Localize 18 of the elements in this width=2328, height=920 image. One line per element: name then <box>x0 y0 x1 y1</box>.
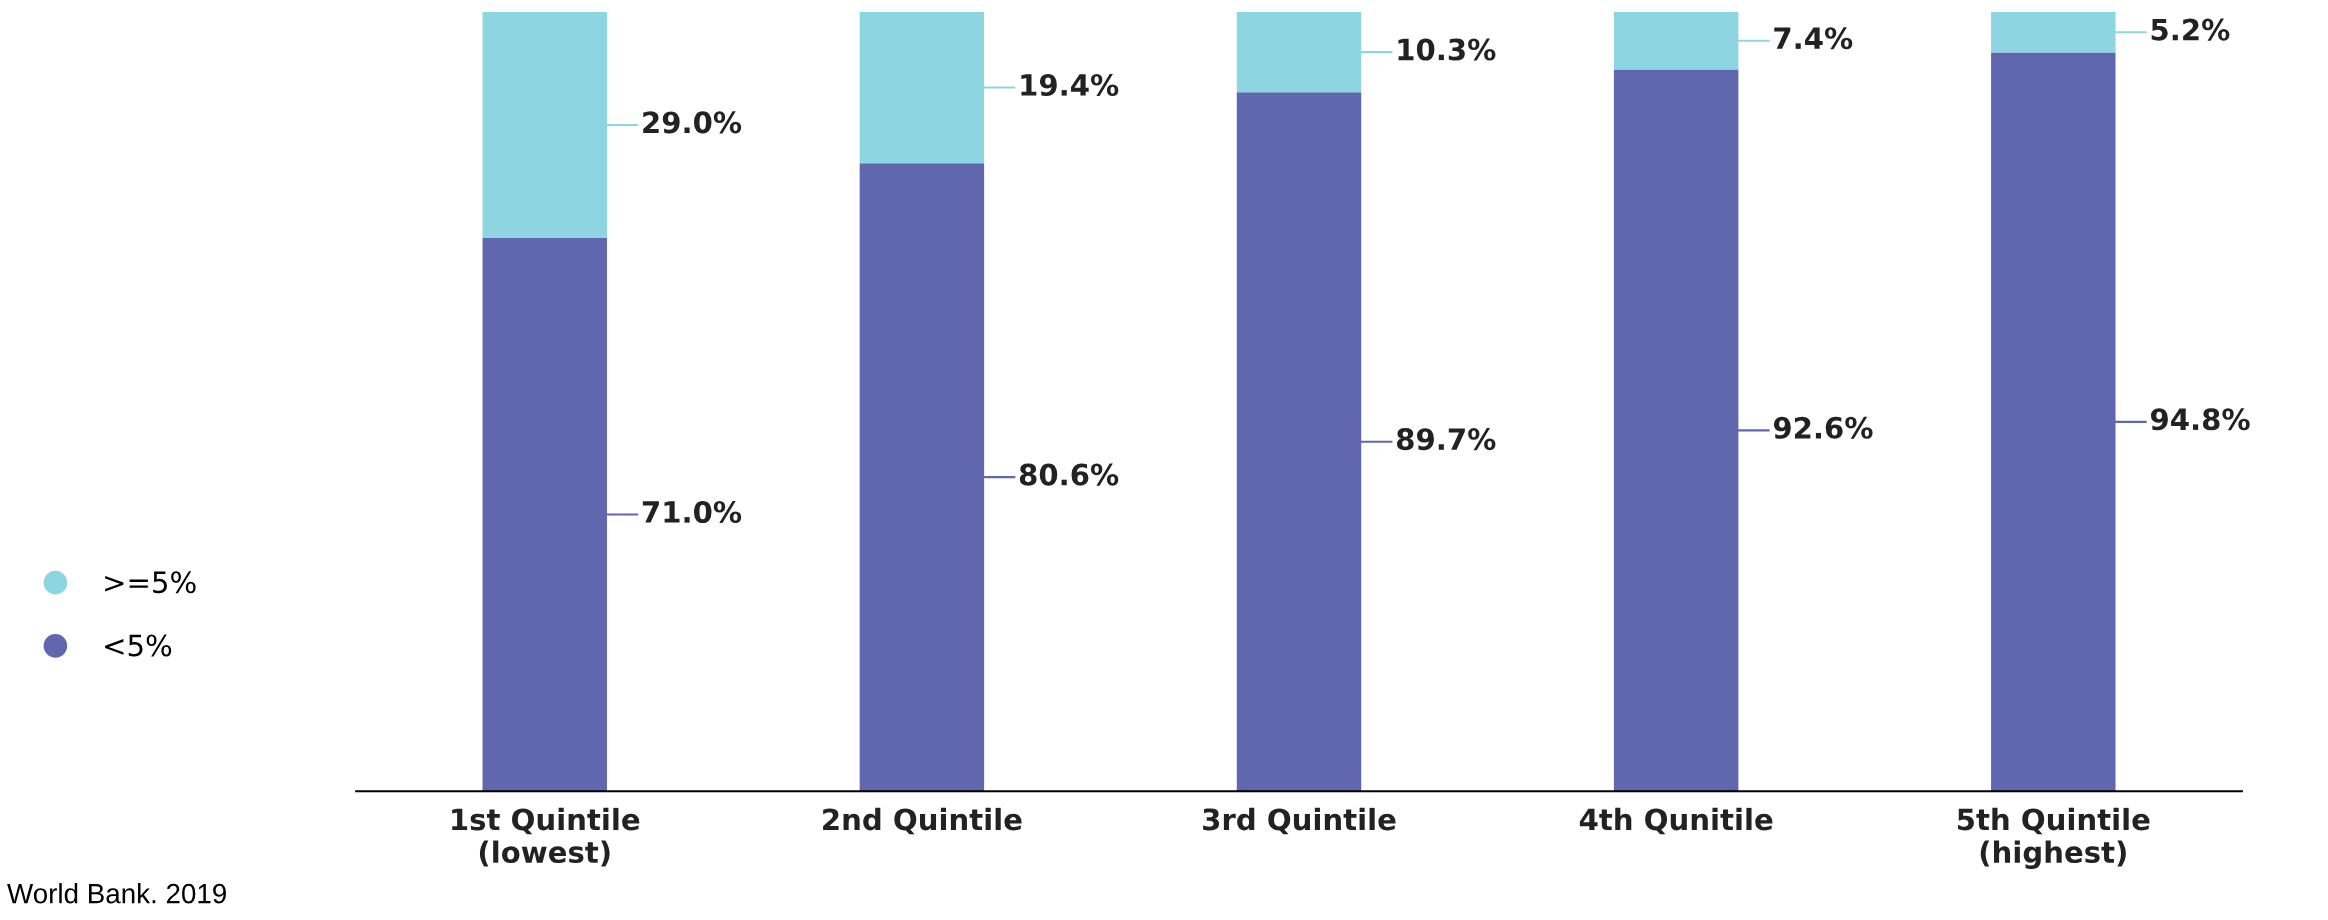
x-tick-label: 1st Quintile (lowest) <box>452 807 640 867</box>
data-label: 29.0% <box>643 111 742 134</box>
x-tick-label: 4th Qunitile <box>1579 807 1773 835</box>
x-tick-label: 5th Quintile (highest) <box>1957 807 2150 869</box>
data-label: 80.6% <box>1019 463 1119 486</box>
data-label: 92.6% <box>1773 416 1873 439</box>
legend-label: >=5% <box>105 571 196 594</box>
data-label: 71.0% <box>642 500 742 524</box>
data-label: 19.4% <box>1021 73 1119 97</box>
text: World Bank. 2019 <box>7 883 226 904</box>
data-label: 5.2% <box>2151 18 2230 41</box>
data-label: 89.7% <box>1396 428 1496 451</box>
data-label: 7.4% <box>1774 27 1853 50</box>
x-tick-label: 2nd Quintile <box>823 807 1022 835</box>
data-label: 10.3% <box>1398 38 1496 61</box>
legend-label: <5% <box>105 634 172 657</box>
x-tick-label: 3rd Quintile <box>1203 807 1396 835</box>
data-label: 94.8% <box>2150 408 2250 431</box>
